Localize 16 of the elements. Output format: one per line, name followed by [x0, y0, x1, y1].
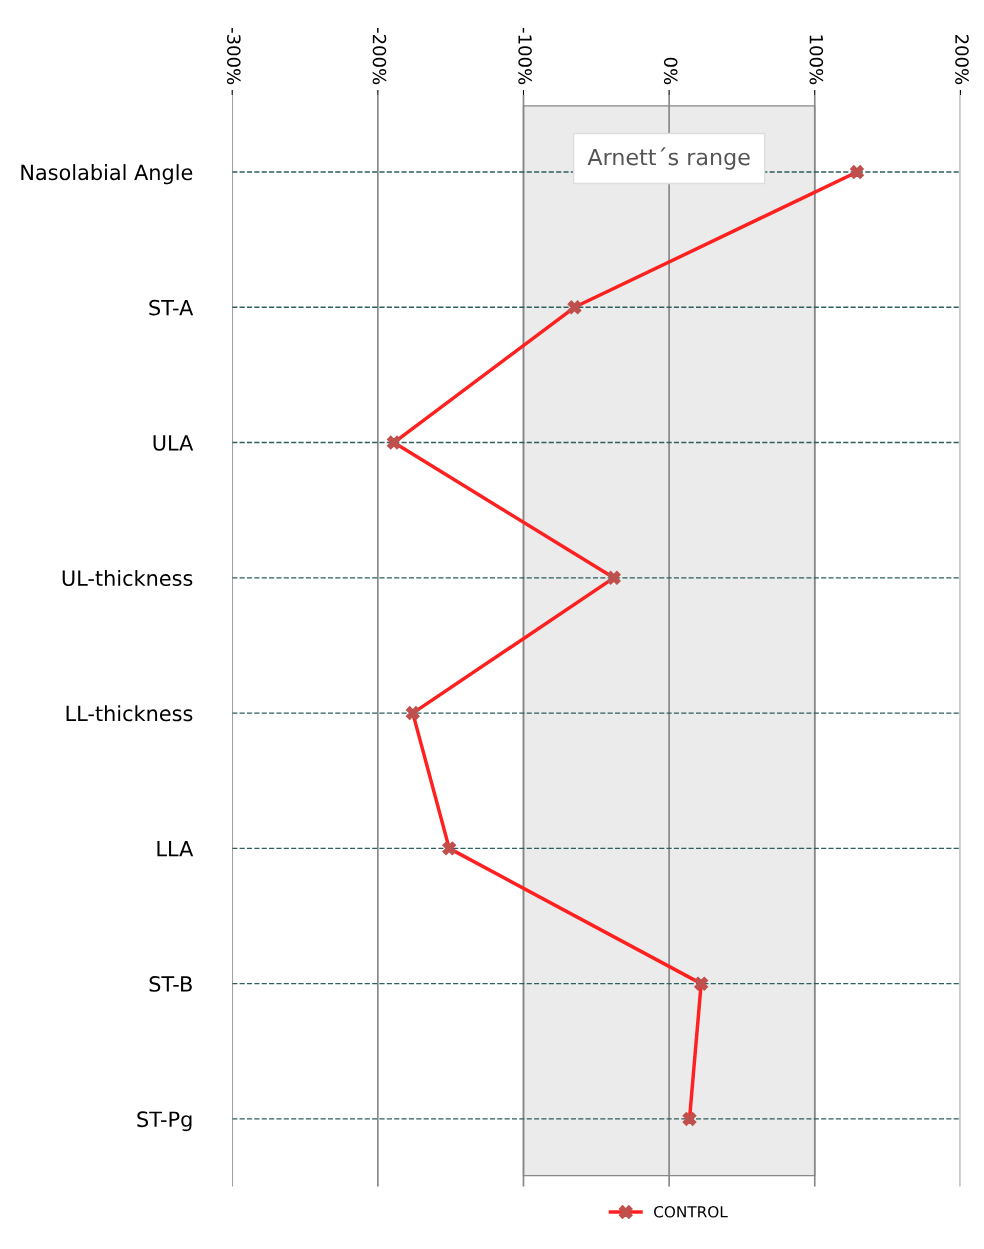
y-tick-label: UL-thickness: [62, 569, 193, 587]
x-tick-label: 0%: [663, 57, 678, 85]
y-tick-label: ST-B: [149, 976, 192, 992]
x-tick-label: -100%: [518, 27, 532, 85]
band-label: Arnett´s range: [587, 147, 750, 170]
x-tick-label: 200%: [955, 34, 969, 85]
y-tick-label: LLA: [157, 841, 194, 857]
x-tick-label: -300%: [226, 27, 241, 85]
y-tick-label: ST-A: [149, 299, 194, 316]
y-tick-label: LL-thickness: [66, 705, 193, 722]
y-tick-label: ULA: [153, 435, 194, 451]
y-tick-label: Nasolabial Angle: [21, 164, 193, 185]
x-tick-label: 100%: [809, 35, 824, 85]
x-tick-label: -200%: [372, 27, 387, 85]
legend-label: CONTROL: [654, 1206, 728, 1218]
y-tick-label: ST-Pg: [137, 1111, 192, 1132]
